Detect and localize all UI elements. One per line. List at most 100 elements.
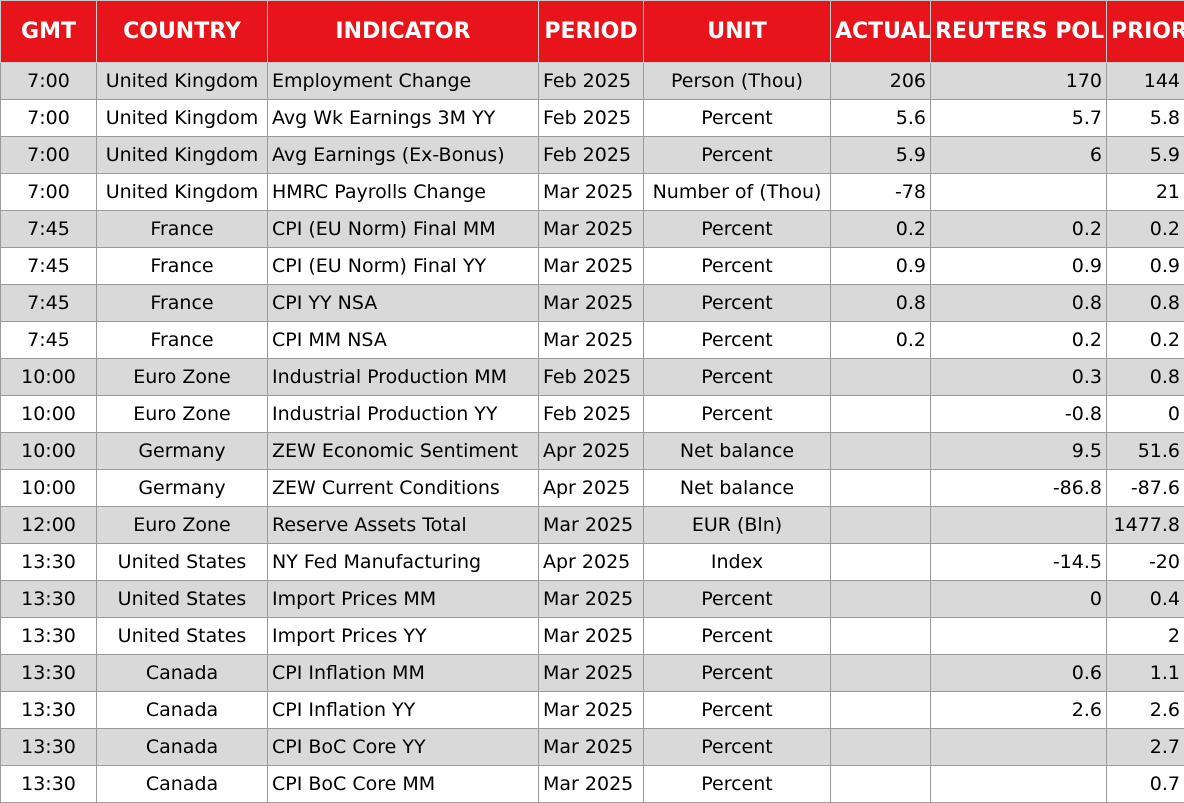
cell-period: Apr 2025 — [539, 544, 644, 581]
cell-reuters-poll: 0 — [931, 581, 1107, 618]
cell-reuters-poll — [931, 766, 1107, 803]
cell-country: Germany — [97, 433, 268, 470]
cell-indicator: ZEW Economic Sentiment — [268, 433, 539, 470]
cell-country: France — [97, 211, 268, 248]
cell-period: Mar 2025 — [539, 285, 644, 322]
cell-indicator: CPI BoC Core YY — [268, 729, 539, 766]
cell-actual: 0.8 — [831, 285, 931, 322]
cell-reuters-poll: 6 — [931, 137, 1107, 174]
cell-period: Mar 2025 — [539, 655, 644, 692]
cell-period: Apr 2025 — [539, 433, 644, 470]
cell-reuters-poll: 0.2 — [931, 211, 1107, 248]
cell-gmt: 13:30 — [1, 544, 97, 581]
cell-unit: Index — [644, 544, 831, 581]
cell-unit: Percent — [644, 322, 831, 359]
cell-prior: 0.8 — [1107, 285, 1184, 322]
cell-indicator: CPI MM NSA — [268, 322, 539, 359]
cell-prior: 1477.8 — [1107, 507, 1184, 544]
cell-actual: -78 — [831, 174, 931, 211]
header-country: COUNTRY — [97, 1, 268, 63]
cell-gmt: 10:00 — [1, 396, 97, 433]
cell-reuters-poll — [931, 174, 1107, 211]
cell-country: United States — [97, 544, 268, 581]
cell-unit: Percent — [644, 100, 831, 137]
cell-indicator: Import Prices YY — [268, 618, 539, 655]
cell-unit: Percent — [644, 766, 831, 803]
cell-country: Canada — [97, 692, 268, 729]
cell-actual: 0.2 — [831, 322, 931, 359]
cell-prior: 0 — [1107, 396, 1184, 433]
cell-reuters-poll: 5.7 — [931, 100, 1107, 137]
cell-indicator: CPI (EU Norm) Final YY — [268, 248, 539, 285]
cell-gmt: 12:00 — [1, 507, 97, 544]
cell-country: France — [97, 285, 268, 322]
cell-period: Feb 2025 — [539, 100, 644, 137]
cell-country: Germany — [97, 470, 268, 507]
cell-indicator: Avg Earnings (Ex-Bonus) — [268, 137, 539, 174]
cell-actual — [831, 581, 931, 618]
cell-unit: EUR (Bln) — [644, 507, 831, 544]
cell-reuters-poll: 0.2 — [931, 322, 1107, 359]
cell-indicator: CPI (EU Norm) Final MM — [268, 211, 539, 248]
cell-prior: 0.7 — [1107, 766, 1184, 803]
cell-prior: 2.7 — [1107, 729, 1184, 766]
cell-unit: Percent — [644, 396, 831, 433]
cell-unit: Percent — [644, 618, 831, 655]
cell-gmt: 13:30 — [1, 729, 97, 766]
cell-reuters-poll: -0.8 — [931, 396, 1107, 433]
cell-country: United States — [97, 581, 268, 618]
cell-period: Mar 2025 — [539, 322, 644, 359]
cell-prior: 1.1 — [1107, 655, 1184, 692]
cell-indicator: Import Prices MM — [268, 581, 539, 618]
cell-gmt: 7:45 — [1, 211, 97, 248]
cell-reuters-poll — [931, 729, 1107, 766]
cell-period: Feb 2025 — [539, 396, 644, 433]
cell-gmt: 13:30 — [1, 618, 97, 655]
cell-gmt: 7:00 — [1, 100, 97, 137]
cell-indicator: HMRC Payrolls Change — [268, 174, 539, 211]
cell-actual — [831, 618, 931, 655]
cell-gmt: 7:45 — [1, 322, 97, 359]
cell-period: Feb 2025 — [539, 137, 644, 174]
cell-actual: 5.6 — [831, 100, 931, 137]
cell-period: Mar 2025 — [539, 248, 644, 285]
cell-actual — [831, 692, 931, 729]
cell-unit: Percent — [644, 692, 831, 729]
cell-prior: 51.6 — [1107, 433, 1184, 470]
cell-country: United States — [97, 618, 268, 655]
cell-period: Feb 2025 — [539, 63, 644, 100]
cell-country: France — [97, 322, 268, 359]
cell-actual — [831, 544, 931, 581]
cell-reuters-poll: -14.5 — [931, 544, 1107, 581]
cell-period: Feb 2025 — [539, 359, 644, 396]
cell-actual — [831, 655, 931, 692]
cell-gmt: 13:30 — [1, 692, 97, 729]
cell-prior: 0.8 — [1107, 359, 1184, 396]
cell-reuters-poll: 0.6 — [931, 655, 1107, 692]
cell-unit: Percent — [644, 211, 831, 248]
header-prior: PRIOR — [1107, 1, 1184, 63]
cell-prior: 2.6 — [1107, 692, 1184, 729]
header-indicator: INDICATOR — [268, 1, 539, 63]
cell-gmt: 7:00 — [1, 174, 97, 211]
cell-actual — [831, 729, 931, 766]
cell-indicator: Industrial Production YY — [268, 396, 539, 433]
header-actual: ACTUAL — [831, 1, 931, 63]
cell-period: Mar 2025 — [539, 766, 644, 803]
cell-country: United Kingdom — [97, 137, 268, 174]
